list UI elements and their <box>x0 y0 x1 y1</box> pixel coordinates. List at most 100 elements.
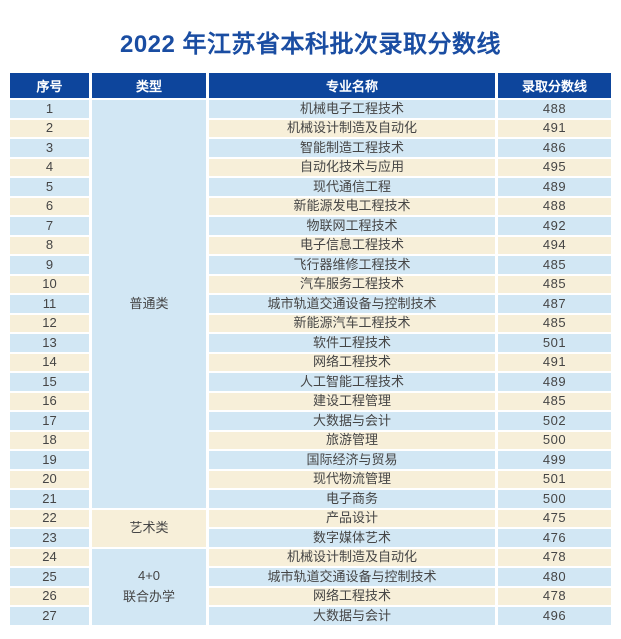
table-row: 1 普通类 机械电子工程技术 488 <box>10 100 611 508</box>
table-row: 17 大数据与会计 502 <box>10 412 611 430</box>
score-cell: 478 <box>498 548 611 566</box>
score-cell: 500 <box>498 431 611 449</box>
major-name-cell: 电子信息工程技术 <box>209 236 495 254</box>
major-name-cell: 智能制造工程技术 <box>209 139 495 157</box>
type-group-cell: 4+0 联合办学 <box>92 548 206 625</box>
score-cell: 492 <box>498 217 611 235</box>
table-row: 19 国际经济与贸易 499 <box>10 451 611 469</box>
table-row: 27 大数据与会计 496 <box>10 607 611 625</box>
table-body: 1 普通类 机械电子工程技术 488 2 机械设计制造及自动化 491 3 智能制造工程技术 48… <box>10 100 611 625</box>
score-cell: 475 <box>498 509 611 527</box>
row-number-cell: 17 <box>10 412 89 430</box>
table-row: 23 数字媒体艺术 476 <box>10 529 611 547</box>
score-cell: 485 <box>498 392 611 410</box>
table-row: 11 城市轨道交通设备与控制技术 487 <box>10 295 611 313</box>
row-number-cell: 10 <box>10 275 89 293</box>
major-name-cell: 物联网工程技术 <box>209 217 495 235</box>
score-cell: 478 <box>498 587 611 605</box>
row-number-cell: 14 <box>10 353 89 371</box>
major-name-cell: 电子商务 <box>209 490 495 508</box>
major-name-cell: 国际经济与贸易 <box>209 451 495 469</box>
major-name-cell: 机械电子工程技术 <box>209 100 495 118</box>
row-number-cell: 11 <box>10 295 89 313</box>
table-row: 2 机械设计制造及自动化 491 <box>10 119 611 137</box>
row-number-cell: 13 <box>10 334 89 352</box>
row-number-cell: 16 <box>10 392 89 410</box>
major-name-cell: 大数据与会计 <box>209 412 495 430</box>
score-cell: 495 <box>498 158 611 176</box>
major-name-cell: 产品设计 <box>209 509 495 527</box>
score-cell: 488 <box>498 100 611 118</box>
score-cell: 488 <box>498 197 611 215</box>
table-row: 8 电子信息工程技术 494 <box>10 236 611 254</box>
score-cell: 489 <box>498 373 611 391</box>
row-number-cell: 9 <box>10 256 89 274</box>
score-cell: 494 <box>498 236 611 254</box>
row-number-cell: 6 <box>10 197 89 215</box>
row-number-cell: 4 <box>10 158 89 176</box>
row-number-cell: 18 <box>10 431 89 449</box>
row-number-cell: 19 <box>10 451 89 469</box>
table-row: 12 新能源汽车工程技术 485 <box>10 314 611 332</box>
score-cell: 501 <box>498 470 611 488</box>
score-cell: 491 <box>498 353 611 371</box>
admission-score-table: 序号 类型 专业名称 录取分数线 1 普通类 机械电子工程技术 488 2 机械设计制造及… <box>7 71 614 627</box>
score-cell: 485 <box>498 314 611 332</box>
column-header-type: 类型 <box>92 73 206 98</box>
table-row: 20 现代物流管理 501 <box>10 470 611 488</box>
row-number-cell: 7 <box>10 217 89 235</box>
page-title: 2022 年江苏省本科批次录取分数线 <box>119 31 502 58</box>
type-group-cell: 普通类 <box>92 100 206 508</box>
major-name-cell: 软件工程技术 <box>209 334 495 352</box>
score-cell: 491 <box>498 119 611 137</box>
table-row: 6 新能源发电工程技术 488 <box>10 197 611 215</box>
row-number-cell: 24 <box>10 548 89 566</box>
score-cell: 480 <box>498 568 611 586</box>
score-cell: 500 <box>498 490 611 508</box>
table-row: 9 飞行器维修工程技术 485 <box>10 256 611 274</box>
major-name-cell: 新能源发电工程技术 <box>209 197 495 215</box>
table-row: 16 建设工程管理 485 <box>10 392 611 410</box>
type-group-cell: 艺术类 <box>92 509 206 547</box>
score-cell: 476 <box>498 529 611 547</box>
major-name-cell: 机械设计制造及自动化 <box>209 119 495 137</box>
table-row: 5 现代通信工程 489 <box>10 178 611 196</box>
major-name-cell: 旅游管理 <box>209 431 495 449</box>
column-header-major: 专业名称 <box>209 73 495 98</box>
row-number-cell: 1 <box>10 100 89 118</box>
table-row: 3 智能制造工程技术 486 <box>10 139 611 157</box>
score-cell: 486 <box>498 139 611 157</box>
table-row: 21 电子商务 500 <box>10 490 611 508</box>
table-row: 22 艺术类 产品设计 475 <box>10 509 611 547</box>
major-name-cell: 网络工程技术 <box>209 587 495 605</box>
major-name-cell: 数字媒体艺术 <box>209 529 495 547</box>
row-number-cell: 20 <box>10 470 89 488</box>
score-cell: 499 <box>498 451 611 469</box>
table-row: 15 人工智能工程技术 489 <box>10 373 611 391</box>
score-cell: 485 <box>498 256 611 274</box>
row-number-cell: 2 <box>10 119 89 137</box>
major-name-cell: 大数据与会计 <box>209 607 495 625</box>
major-name-cell: 城市轨道交通设备与控制技术 <box>209 568 495 586</box>
row-number-cell: 25 <box>10 568 89 586</box>
major-name-cell: 现代物流管理 <box>209 470 495 488</box>
table-row: 26 网络工程技术 478 <box>10 587 611 605</box>
score-cell: 496 <box>498 607 611 625</box>
row-number-cell: 22 <box>10 509 89 527</box>
major-name-cell: 建设工程管理 <box>209 392 495 410</box>
score-cell: 485 <box>498 275 611 293</box>
row-number-cell: 23 <box>10 529 89 547</box>
table-header-row: 序号 类型 专业名称 录取分数线 <box>10 73 611 98</box>
column-header-number: 序号 <box>10 73 89 98</box>
major-name-cell: 自动化技术与应用 <box>209 158 495 176</box>
score-cell: 489 <box>498 178 611 196</box>
table-row: 10 汽车服务工程技术 485 <box>10 275 611 293</box>
table-row: 13 软件工程技术 501 <box>10 334 611 352</box>
table-row: 25 城市轨道交通设备与控制技术 480 <box>10 568 611 586</box>
major-name-cell: 现代通信工程 <box>209 178 495 196</box>
major-name-cell: 人工智能工程技术 <box>209 373 495 391</box>
row-number-cell: 21 <box>10 490 89 508</box>
row-number-cell: 8 <box>10 236 89 254</box>
column-header-score: 录取分数线 <box>498 73 611 98</box>
